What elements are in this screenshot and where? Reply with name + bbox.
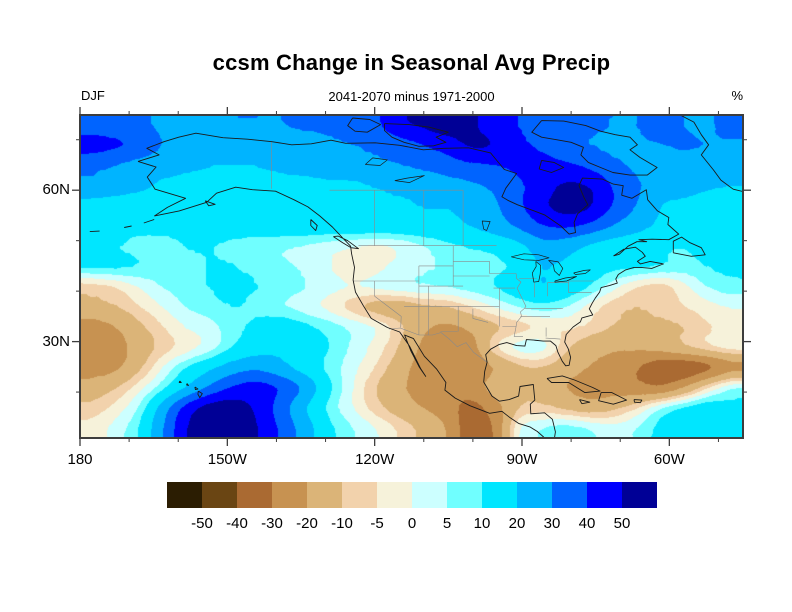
comparison-period-label: 2041-2070 minus 1971-2000 bbox=[328, 89, 495, 104]
y-tick-label: 30N bbox=[42, 332, 70, 350]
season-label: DJF bbox=[81, 88, 105, 103]
colorbar-cell bbox=[377, 482, 412, 508]
precip-change-contour-map bbox=[80, 115, 743, 438]
colorbar-tick-label: -40 bbox=[226, 515, 248, 532]
x-tick-label: 180 bbox=[67, 451, 93, 468]
colorbar-tick-label: 50 bbox=[613, 515, 631, 532]
coastlines bbox=[89, 115, 743, 438]
colorbar-tick-label: 20 bbox=[508, 515, 526, 532]
colorbar-cell bbox=[272, 482, 307, 508]
map-overlay bbox=[72, 107, 751, 446]
map-frame bbox=[79, 114, 744, 439]
x-tick-label: 120W bbox=[355, 451, 395, 468]
colorbar-tick-label: 0 bbox=[407, 515, 417, 532]
colorbar-tick-label: 30 bbox=[543, 515, 561, 532]
x-tick-label: 60W bbox=[653, 451, 685, 468]
colorbar-cell bbox=[237, 482, 272, 508]
colorbar-tick-label: -30 bbox=[261, 515, 283, 532]
lake-outlines bbox=[365, 157, 591, 283]
colorbar-tick-label: -50 bbox=[191, 515, 213, 532]
colorbar bbox=[167, 482, 657, 508]
colorbar-cell bbox=[202, 482, 237, 508]
colorbar-tick-label: 40 bbox=[578, 515, 596, 532]
colorbar-cell bbox=[307, 482, 342, 508]
colorbar-cell bbox=[587, 482, 622, 508]
state-province-borders bbox=[271, 141, 594, 363]
x-tick-label: 150W bbox=[207, 451, 247, 468]
colorbar-tick-label: 5 bbox=[442, 515, 452, 532]
colorbar-cell bbox=[412, 482, 447, 508]
colorbar-tick-label: 10 bbox=[473, 515, 491, 532]
colorbar-cell bbox=[447, 482, 482, 508]
colorbar-cell bbox=[342, 482, 377, 508]
y-tick-label: 60N bbox=[42, 181, 70, 199]
colorbar-tick-label: -10 bbox=[331, 515, 353, 532]
map-panel bbox=[72, 107, 751, 446]
colorbar-cell bbox=[167, 482, 202, 508]
colorbar-cell bbox=[552, 482, 587, 508]
colorbar-cell bbox=[517, 482, 552, 508]
colorbar-cell bbox=[622, 482, 657, 508]
colorbar-cell bbox=[482, 482, 517, 508]
x-tick-label: 90W bbox=[506, 451, 538, 468]
units-label: % bbox=[731, 88, 743, 103]
colorbar-tick-label: -5 bbox=[370, 515, 384, 532]
figure-title: ccsm Change in Seasonal Avg Precip bbox=[212, 50, 611, 75]
colorbar-tick-label: -20 bbox=[296, 515, 318, 532]
